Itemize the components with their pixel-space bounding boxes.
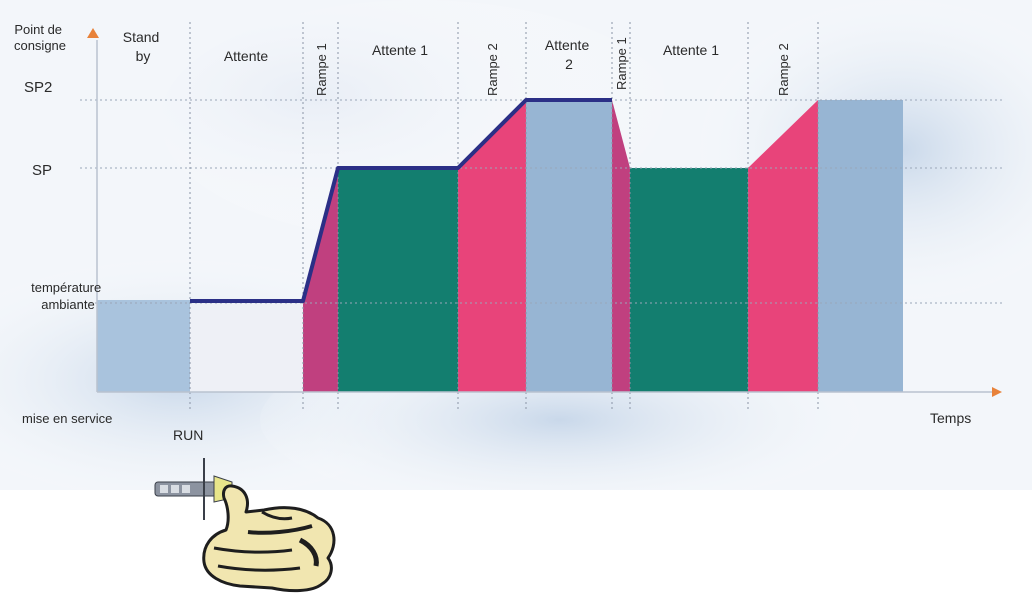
phase-label-attente: Attente: [224, 48, 269, 64]
sp2-label: SP2: [24, 79, 52, 96]
attente-area: [190, 303, 303, 392]
phase-dividers: [189, 22, 819, 412]
background-lower: [0, 490, 1032, 612]
setpoint-axis-arrow-icon: [87, 28, 99, 38]
x-axis-title: Temps: [930, 410, 971, 426]
phase-label-rampe1: Rampe 1: [614, 37, 629, 90]
phase-label-attente1: Attente 1: [372, 42, 428, 58]
phase-label-rampe1: Rampe 1: [314, 43, 329, 96]
rampe1-area: [303, 168, 338, 392]
y-axis-title: Point de consigne: [14, 22, 66, 53]
rampe1-area: [612, 100, 630, 392]
ambient-temperature-label: température ambiante: [31, 280, 105, 312]
rampe2-area: [748, 100, 818, 392]
time-axis-arrow-icon: [992, 387, 1002, 397]
setpoint-profile-line: [190, 98, 612, 303]
attente2-area: [818, 100, 903, 392]
attente1-area: [338, 168, 458, 392]
phase-label-rampe2: Rampe 2: [776, 43, 791, 96]
start-label: mise en service: [22, 411, 112, 426]
rampe2-area: [458, 100, 526, 392]
sp-label: SP: [32, 162, 52, 179]
run-label: RUN: [173, 427, 203, 443]
attente1-area: [630, 168, 748, 392]
phase-label-attente2: Attente 2: [545, 37, 593, 72]
thumbs-up-hand-icon: [202, 484, 336, 593]
standby-area: [97, 300, 190, 392]
phase-label-rampe2: Rampe 2: [485, 43, 500, 96]
attente2-area: [526, 100, 612, 392]
phase-label-attente1: Attente 1: [663, 42, 719, 58]
phase-label-standby: Stand by: [123, 29, 163, 64]
